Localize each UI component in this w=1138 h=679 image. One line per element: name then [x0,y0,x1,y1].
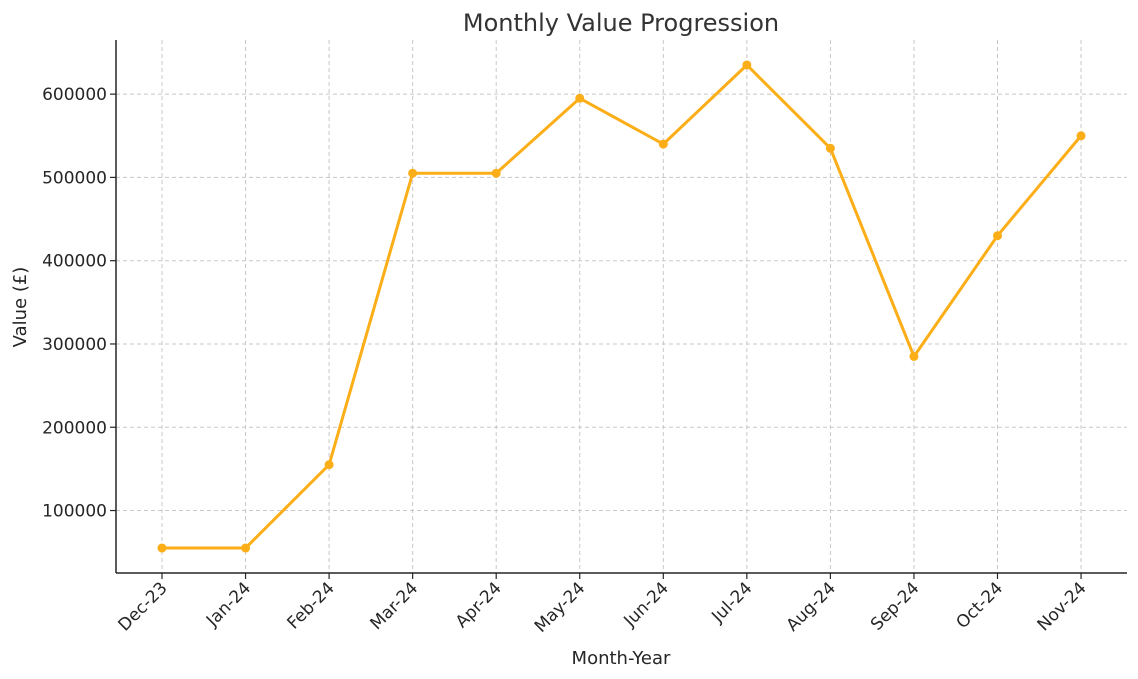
x-tick-label: Dec-23 [114,578,171,635]
series-line [160,63,1083,550]
grid-lines [116,40,1127,573]
data-point [157,543,167,553]
y-tick-label: 100000 [42,502,107,522]
data-point [909,351,919,361]
y-tick-label: 500000 [42,168,107,188]
x-tick-label: Jun-24 [620,578,673,631]
data-point [993,231,1002,241]
y-tick-label: 300000 [42,335,107,355]
x-axis-label: Month-Year [572,648,671,669]
data-point [825,143,835,153]
data-point [408,168,418,178]
series [157,60,1086,553]
y-tick-label: 200000 [42,418,107,438]
y-axis-label: Value (£) [10,267,31,348]
axes [115,40,1127,574]
x-tick-label: Mar-24 [366,578,422,634]
x-tick-label: Jan-24 [202,578,255,631]
x-tick-label: Aug-24 [783,578,840,635]
data-point [241,543,251,553]
data-point [575,93,585,103]
y-tick-label: 400000 [42,252,107,272]
x-tick-label: May-24 [531,578,589,636]
y-tick-label: 600000 [42,85,107,105]
data-point [742,60,752,70]
x-tick-label: Feb-24 [284,578,339,633]
x-tick-label: Apr-24 [452,578,506,632]
x-tick-label: Oct-24 [952,578,1007,633]
x-ticks: Dec-23 Jan-24 Feb-24 Mar-24 Apr-24 May-24 Jun-… [114,573,1091,637]
chart-title: Monthly Value Progression [463,9,779,37]
y-ticks: 100000 200000 300000 400000 500000 600000 [42,85,116,522]
x-tick-label: Sep-24 [867,578,923,634]
data-point [324,460,334,470]
data-point [658,139,668,149]
x-tick-label: Jul-24 [707,578,756,627]
data-point [491,168,501,178]
data-point [1076,131,1086,141]
x-tick-label: Nov-24 [1034,578,1091,635]
